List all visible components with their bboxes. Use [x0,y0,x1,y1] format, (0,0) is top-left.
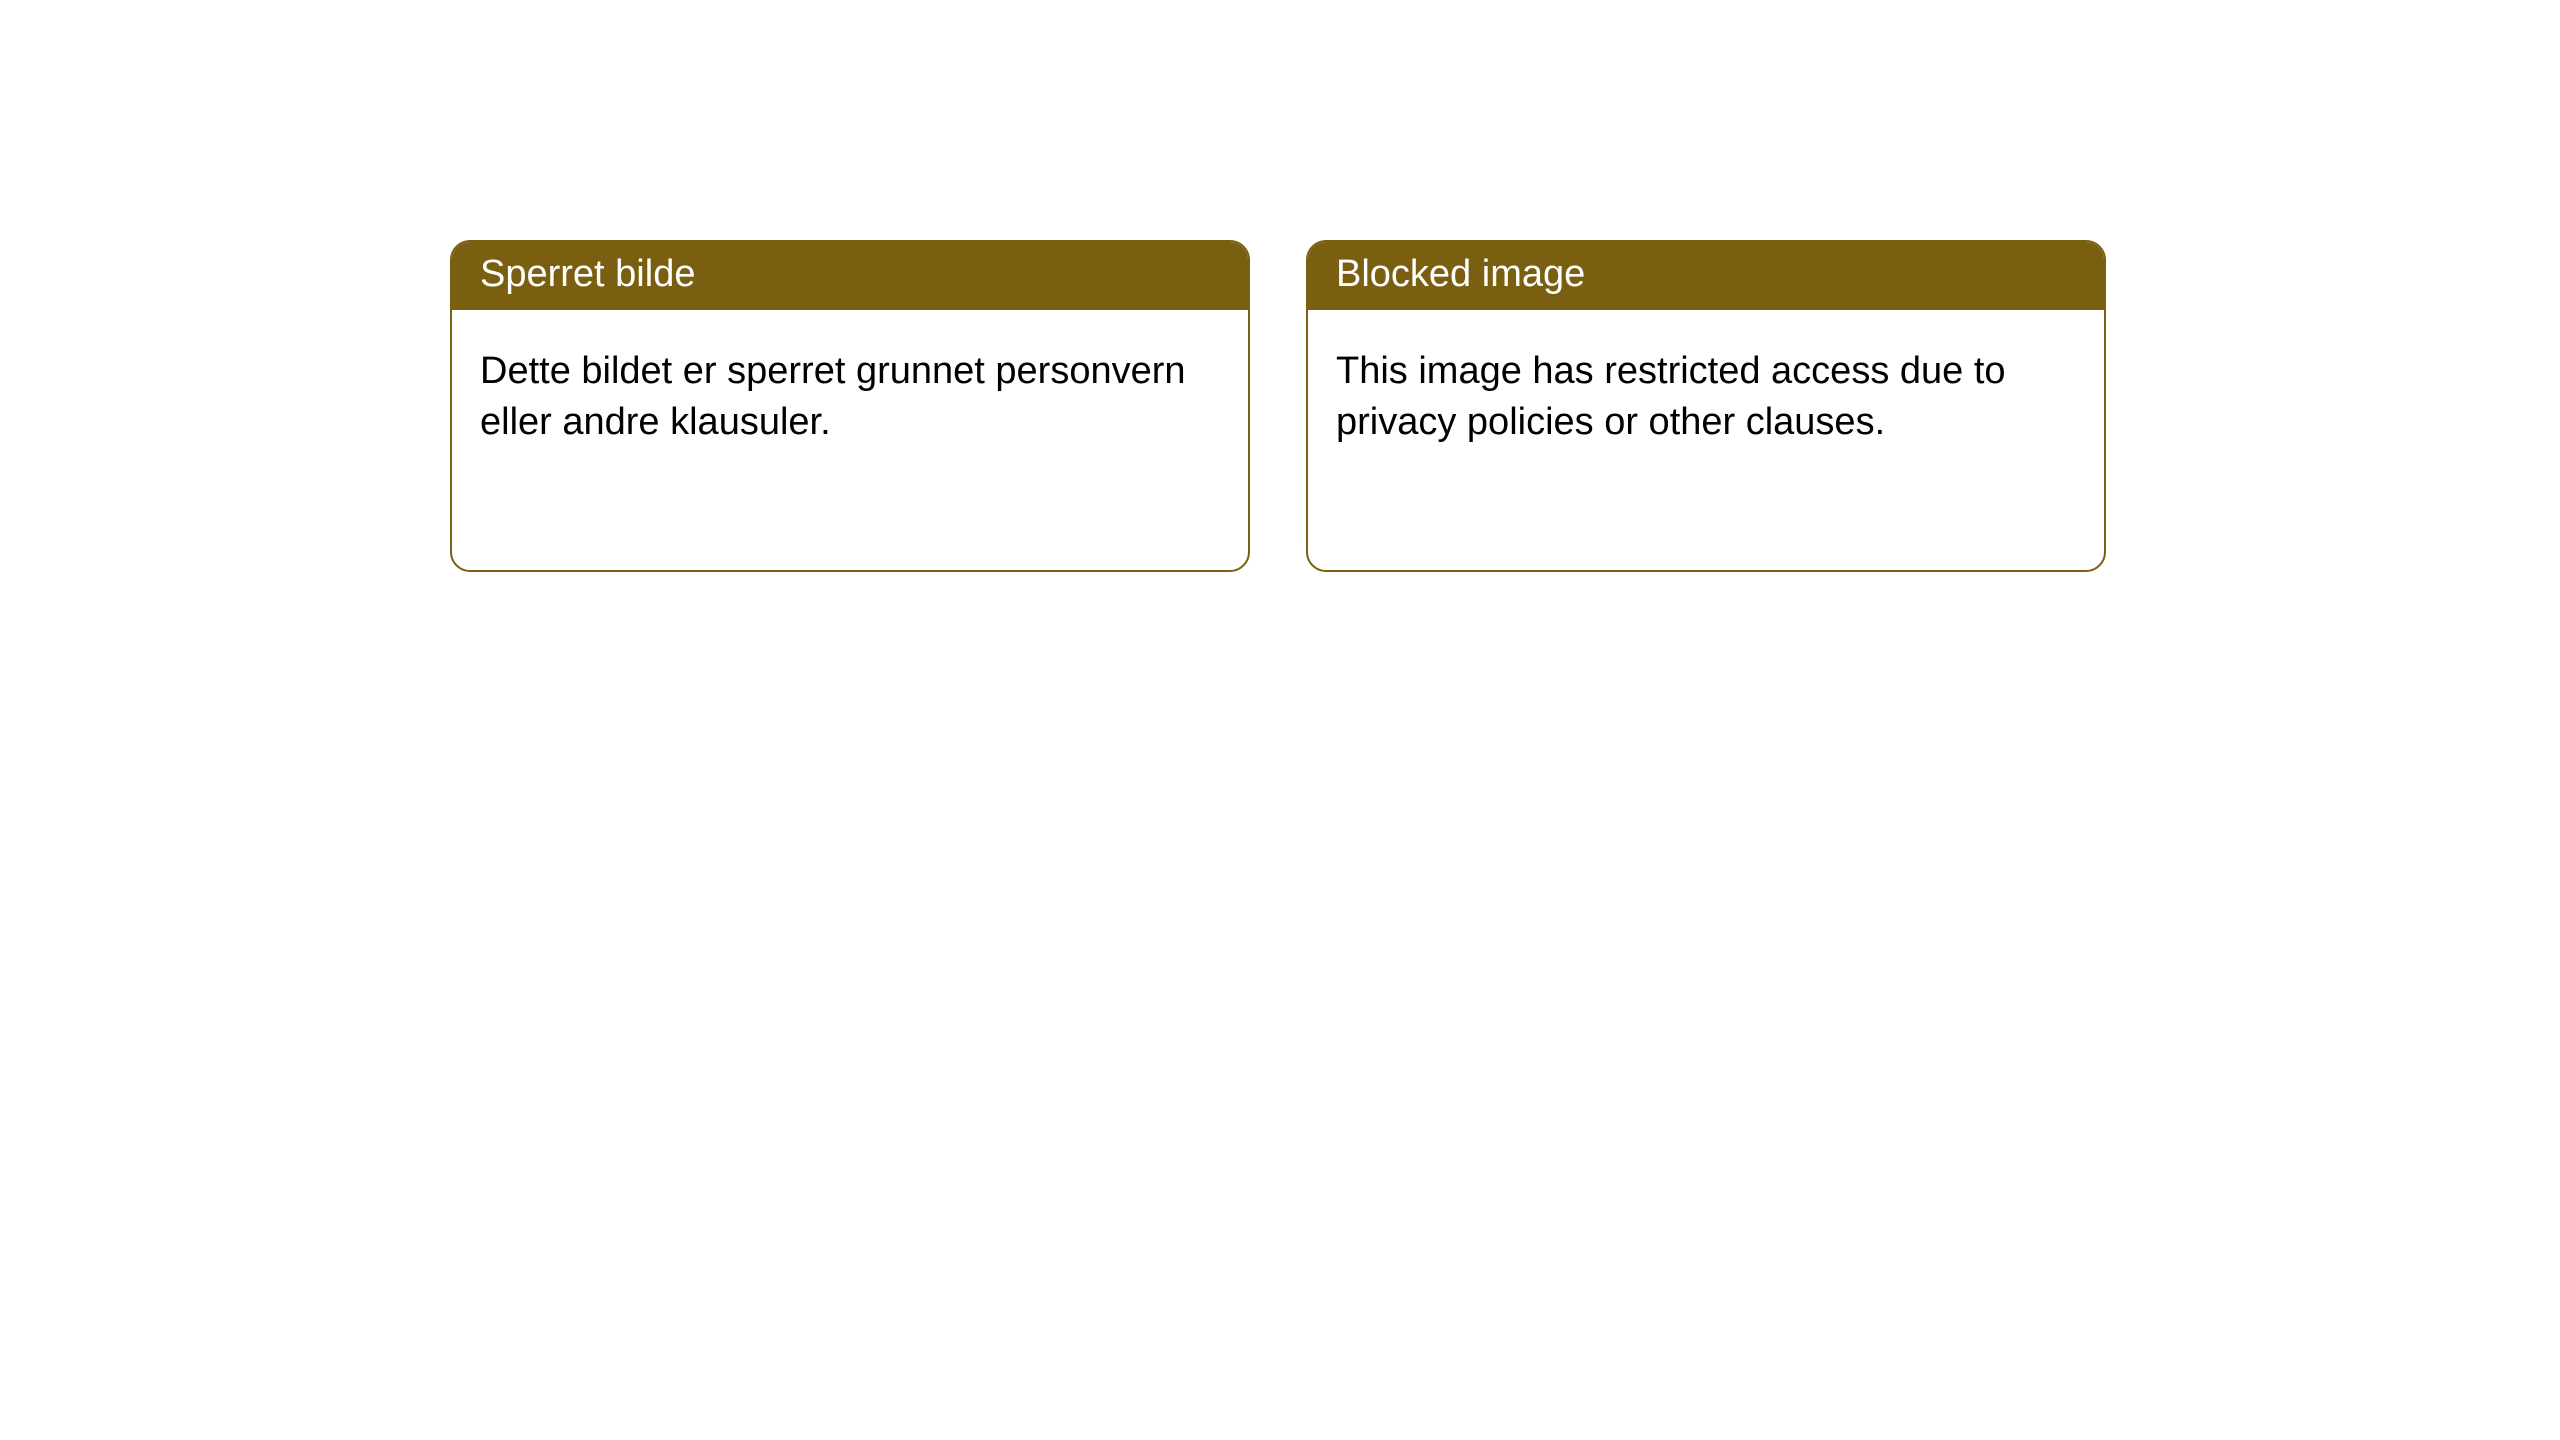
card-body: This image has restricted access due to … [1308,310,2104,485]
card-message: Dette bildet er sperret grunnet personve… [480,350,1186,443]
notice-card-english: Blocked image This image has restricted … [1306,240,2106,572]
card-body: Dette bildet er sperret grunnet personve… [452,310,1248,485]
card-title: Blocked image [1336,253,1585,295]
notice-container: Sperret bilde Dette bildet er sperret gr… [0,0,2560,572]
card-title: Sperret bilde [480,253,695,295]
card-header: Blocked image [1308,242,2104,310]
card-header: Sperret bilde [452,242,1248,310]
notice-card-norwegian: Sperret bilde Dette bildet er sperret gr… [450,240,1250,572]
card-message: This image has restricted access due to … [1336,350,2006,443]
